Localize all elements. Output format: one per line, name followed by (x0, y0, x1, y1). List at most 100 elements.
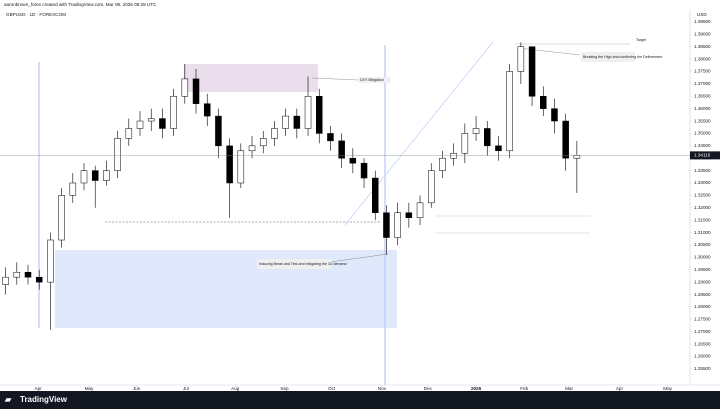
y-tick-label: 1.29500 (694, 267, 711, 272)
candle-body (271, 128, 278, 139)
candle-body (170, 96, 177, 129)
annotation: DXY Mitigation (360, 78, 384, 82)
candle-body (114, 138, 121, 171)
footer-bar (0, 391, 720, 409)
y-tick-label: 1.30500 (694, 242, 711, 247)
trend-line (344, 41, 494, 226)
x-tick-label: May (663, 386, 672, 391)
annotation: Inducing Break and Test and mitigating t… (259, 262, 346, 266)
callout-line (329, 253, 389, 263)
x-tick-label: Oct (328, 386, 336, 391)
marks: 1.25500 1.26000 1.26500 1.27000 1.27500 1.280… (0, 19, 720, 391)
candle-body (450, 153, 457, 159)
supply-zone (184, 64, 318, 92)
x-tick-label: Jun (133, 386, 141, 391)
y-tick-label: 1.31000 (694, 230, 711, 235)
candle-body (136, 120, 144, 129)
brand: TradingView (20, 395, 68, 404)
y-tick-label: 1.27500 (694, 317, 711, 322)
candle-body (495, 145, 502, 152)
y-tick-label: 1.27000 (694, 329, 711, 334)
candle-body (293, 115, 301, 129)
x-tick-label: Apr (616, 386, 624, 391)
y-tick-label: 1.36000 (694, 106, 711, 111)
candle-body (147, 118, 155, 122)
candle-body (304, 96, 312, 129)
y-tick-label: 1.38000 (694, 56, 711, 61)
y-tick-label: 1.34500 (694, 143, 711, 148)
y-tick-label: 1.26500 (694, 341, 711, 346)
y-tick-label: 1.39000 (694, 32, 711, 37)
candle-body (461, 133, 469, 154)
demand-zone (55, 250, 397, 328)
candle-body (91, 170, 99, 181)
x-tick-label: Dec (424, 386, 433, 391)
x-tick-label: Jul (183, 386, 189, 391)
candle-body (383, 212, 390, 238)
annotation: Breaking the High and confirming the Del… (583, 55, 662, 59)
y-tick-label: 1.29000 (694, 279, 711, 284)
candle-body (69, 182, 77, 196)
y-tick-label: 1.37500 (694, 69, 711, 74)
candle-body (562, 120, 569, 159)
candle-body (47, 239, 54, 283)
candle-body (35, 276, 43, 283)
candle-body (192, 78, 200, 104)
x-tick-label: 2026 (471, 386, 482, 391)
candle-body (517, 46, 525, 72)
y-tick-label: 1.38500 (694, 44, 711, 49)
candle-body (394, 212, 401, 238)
currency: USD (697, 12, 707, 17)
y-tick-label: 1.25500 (694, 366, 711, 371)
x-tick-label: Sep (280, 386, 289, 391)
y-tick-label: 1.31500 (694, 217, 711, 222)
brand-logo: ▰ (4, 395, 12, 404)
candle-body (573, 155, 581, 159)
candle-body (125, 128, 133, 139)
candle-body (215, 115, 222, 147)
candle-body (540, 96, 547, 109)
candle-body (506, 71, 513, 152)
x-tick-label: Aug (231, 386, 240, 391)
candle-body (360, 162, 368, 179)
candle-body (428, 170, 435, 204)
candle-body (472, 128, 480, 134)
y-tick-label: 1.32500 (694, 193, 711, 198)
symbol: GBPUSD · 1D · FOREXCOM (6, 12, 66, 17)
candle-body (203, 103, 211, 117)
candle-body (226, 145, 233, 184)
credit: aaronbrown_forex created with TradingVie… (4, 2, 157, 7)
candle-body (159, 118, 166, 129)
candle-body (528, 46, 536, 97)
annotation-box (581, 52, 635, 62)
candle-body (349, 157, 357, 164)
candle-body (13, 271, 21, 278)
y-tick-label: 1.36500 (694, 93, 711, 98)
candle-body (2, 276, 9, 285)
y-tick-label: 1.37000 (694, 81, 711, 86)
x-tick-label: Feb (520, 386, 528, 391)
candle-body (24, 271, 32, 278)
candle-body (259, 138, 267, 147)
candle-body (80, 170, 88, 184)
candle-body (282, 115, 289, 129)
y-tick-label: 1.28500 (694, 292, 711, 297)
candle-body (327, 133, 334, 142)
x-tick-label: May (85, 386, 94, 391)
callout-line (311, 77, 359, 81)
annotation-box (257, 259, 332, 269)
y-tick-label: 1.39500 (694, 19, 711, 24)
candle-body (439, 157, 446, 171)
candle-body (416, 202, 424, 218)
x-tick-label: Nov (378, 386, 387, 391)
candle-body (338, 140, 345, 159)
candle-body (248, 145, 256, 152)
annotation-box (358, 77, 391, 83)
y-tick-label: 1.33500 (694, 168, 711, 173)
candle-body (58, 195, 65, 241)
candle-body (484, 128, 491, 147)
y-tick-label: 1.26000 (694, 354, 711, 359)
candle-body (237, 150, 245, 184)
